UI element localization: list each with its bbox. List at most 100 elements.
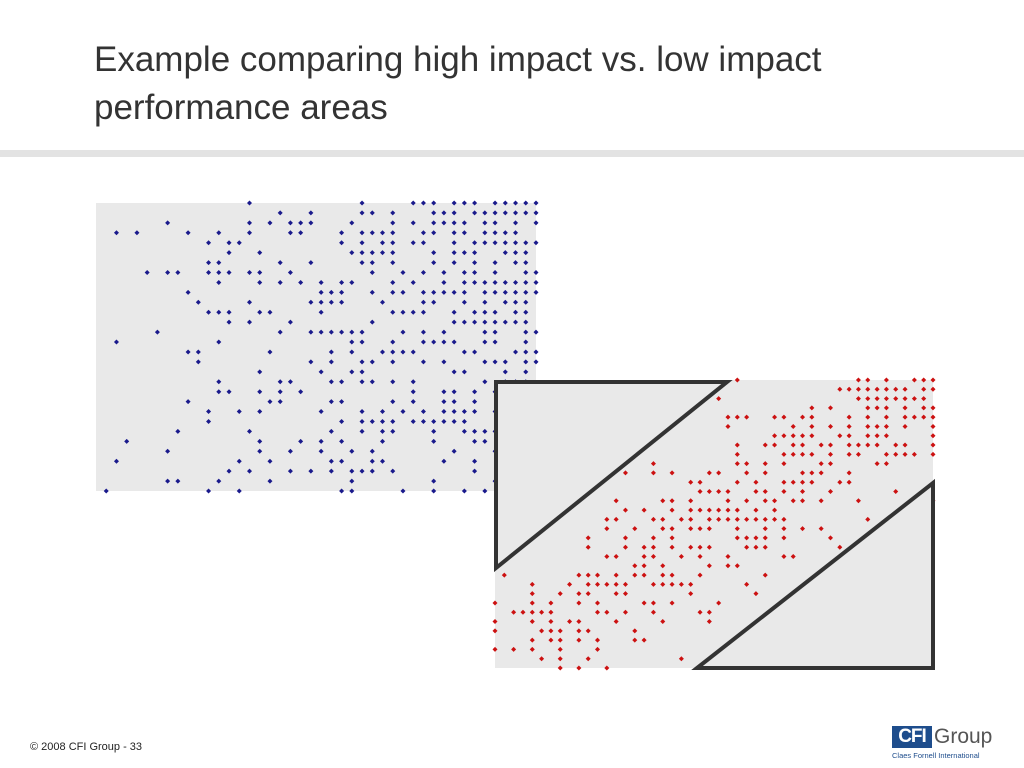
scatter-point xyxy=(688,526,694,532)
scatter-point xyxy=(451,319,457,325)
scatter-point xyxy=(529,609,535,615)
scatter-point xyxy=(339,230,345,236)
scatter-point xyxy=(846,451,852,457)
scatter-point xyxy=(267,309,273,315)
scatter-point xyxy=(359,329,365,335)
scatter-point xyxy=(781,433,787,439)
scatter-point xyxy=(390,468,396,474)
scatter-point xyxy=(451,210,457,216)
scatter-point xyxy=(688,544,694,550)
scatter-point xyxy=(298,220,304,226)
scatter-point xyxy=(837,386,843,392)
scatter-point xyxy=(267,458,273,464)
scatter-point xyxy=(827,461,833,467)
scatter-point xyxy=(369,260,375,266)
scatter-point xyxy=(349,369,355,375)
scatter-point xyxy=(420,409,426,415)
scatter-point xyxy=(520,609,526,615)
scatter-point xyxy=(678,516,684,522)
scatter-point xyxy=(410,200,416,206)
scatter-point xyxy=(697,526,703,532)
scatter-point xyxy=(390,418,396,424)
scatter-point xyxy=(744,535,750,541)
scatter-point xyxy=(762,526,768,532)
scatter-point xyxy=(492,210,498,216)
scatter-point xyxy=(911,396,917,402)
scatter-point xyxy=(790,423,796,429)
scatter-point xyxy=(431,488,437,494)
scatter-point xyxy=(865,386,871,392)
scatter-point xyxy=(492,309,498,315)
scatter-point xyxy=(827,488,833,494)
scatter-point xyxy=(753,479,759,485)
scatter-point xyxy=(441,210,447,216)
scatter-point xyxy=(410,389,416,395)
scatter-point xyxy=(576,600,582,606)
scatter-point xyxy=(595,637,601,643)
scatter-point xyxy=(441,270,447,276)
scatter-point xyxy=(533,289,539,295)
scatter-point xyxy=(883,377,889,383)
scatter-point xyxy=(492,260,498,266)
scatter-point xyxy=(298,279,304,285)
scatter-point xyxy=(613,516,619,522)
scatter-point xyxy=(734,461,740,467)
scatter-point xyxy=(461,200,467,206)
scatter-point xyxy=(380,458,386,464)
scatter-point xyxy=(492,319,498,325)
scatter-point xyxy=(359,339,365,345)
scatter-point xyxy=(369,250,375,256)
scatter-point xyxy=(441,220,447,226)
scatter-point xyxy=(492,339,498,345)
scatter-point xyxy=(134,230,140,236)
scatter-point xyxy=(328,289,334,295)
scatter-point xyxy=(308,220,314,226)
scatter-point xyxy=(523,250,529,256)
scatter-point xyxy=(277,329,283,335)
scatter-point xyxy=(349,448,355,454)
scatter-point xyxy=(697,572,703,578)
scatter-point xyxy=(359,200,365,206)
scatter-point xyxy=(706,488,712,494)
scatter-point xyxy=(660,563,666,569)
scatter-point xyxy=(529,581,535,587)
scatter-point xyxy=(492,646,498,652)
scatter-point xyxy=(902,423,908,429)
scatter-point xyxy=(492,270,498,276)
scatter-point xyxy=(472,468,478,474)
scatter-point xyxy=(390,210,396,216)
scatter-point xyxy=(809,433,815,439)
scatter-point xyxy=(359,379,365,385)
scatter-point xyxy=(492,359,498,365)
scatter-point xyxy=(492,619,498,625)
scatter-point xyxy=(513,250,519,256)
scatter-point xyxy=(328,299,334,305)
scatter-point xyxy=(482,379,488,385)
scatter-point xyxy=(410,309,416,315)
scatter-point xyxy=(502,250,508,256)
scatter-point xyxy=(604,609,610,615)
scatter-point xyxy=(472,458,478,464)
scatter-point xyxy=(809,451,815,457)
scatter-point xyxy=(734,442,740,448)
scatter-point xyxy=(410,220,416,226)
scatter-point xyxy=(113,458,119,464)
scatter-point xyxy=(930,433,936,439)
scatter-point xyxy=(846,386,852,392)
scatter-point xyxy=(267,349,273,355)
scatter-point xyxy=(492,600,498,606)
scatter-point xyxy=(837,544,843,550)
scatter-point xyxy=(632,628,638,634)
scatter-point xyxy=(441,418,447,424)
scatter-point xyxy=(339,488,345,494)
scatter-point xyxy=(865,433,871,439)
scatter-point xyxy=(431,418,437,424)
scatter-point xyxy=(827,535,833,541)
upper-left-triangle-overlay xyxy=(494,380,733,573)
scatter-point xyxy=(930,451,936,457)
scatter-point xyxy=(529,591,535,597)
scatter-point xyxy=(669,507,675,513)
scatter-point xyxy=(420,230,426,236)
scatter-point xyxy=(175,270,181,276)
scatter-point xyxy=(267,399,273,405)
